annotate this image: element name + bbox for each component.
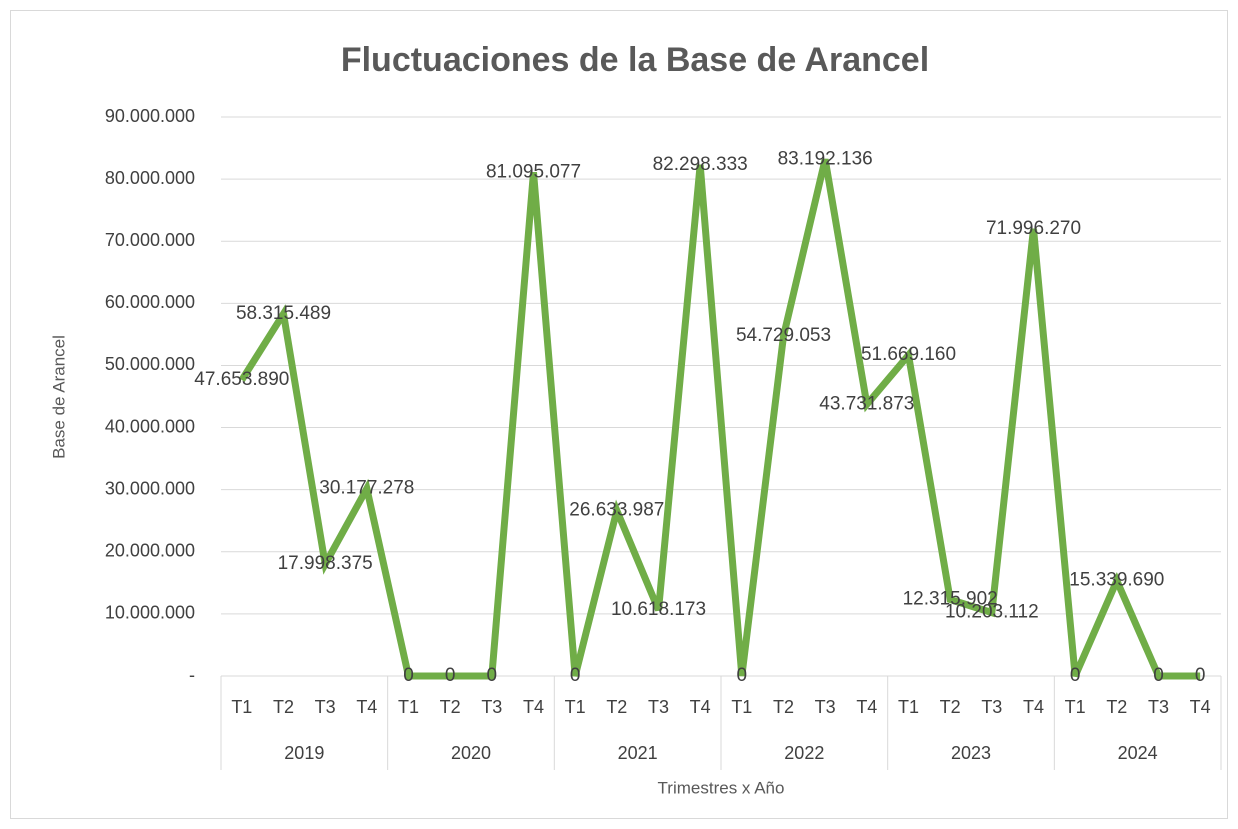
y-tick-label: 20.000.000 bbox=[105, 541, 195, 561]
x-tick-label: T3 bbox=[315, 697, 336, 717]
x-tick-label: T4 bbox=[356, 697, 377, 717]
x-tick-label: T2 bbox=[940, 697, 961, 717]
y-tick-label: 90.000.000 bbox=[105, 106, 195, 126]
data-label: 83.192.136 bbox=[778, 148, 873, 169]
x-tick-label: T4 bbox=[523, 697, 544, 717]
y-tick-label: 30.000.000 bbox=[105, 478, 195, 498]
data-line bbox=[238, 158, 1201, 680]
data-label: 58.315.489 bbox=[236, 303, 331, 324]
x-tick-label: T2 bbox=[440, 697, 461, 717]
x-tick-label: T3 bbox=[481, 697, 502, 717]
data-label: 54.729.053 bbox=[736, 325, 831, 346]
data-label: 47.653.890 bbox=[194, 369, 289, 390]
x-tick-label: T1 bbox=[898, 697, 919, 717]
data-label: 10.618.173 bbox=[611, 599, 706, 620]
chart-title: Fluctuaciones de la Base de Arancel bbox=[341, 41, 929, 79]
group-label: 2021 bbox=[618, 743, 658, 763]
data-label: 10.203.112 bbox=[945, 602, 1039, 623]
group-label: 2023 bbox=[951, 743, 991, 763]
y-tick-label: 60.000.000 bbox=[105, 292, 195, 312]
group-label: 2019 bbox=[284, 743, 324, 763]
x-axis-title: Trimestres x Año bbox=[658, 778, 785, 797]
x-tick-label: T1 bbox=[231, 697, 252, 717]
y-tick-label: 40.000.000 bbox=[105, 416, 195, 436]
data-label: 51.669.160 bbox=[861, 344, 956, 365]
data-label: 0 bbox=[445, 665, 456, 686]
x-tick-label: T4 bbox=[690, 697, 711, 717]
data-label: 43.731.873 bbox=[819, 393, 914, 414]
data-label: 30.177.278 bbox=[319, 478, 414, 499]
chart-frame bbox=[10, 10, 1228, 819]
data-label: 71.996.270 bbox=[986, 218, 1081, 239]
data-label: 26.633.987 bbox=[569, 500, 664, 521]
data-label: 0 bbox=[403, 665, 414, 686]
x-tick-label: T3 bbox=[1148, 697, 1169, 717]
x-tick-label: T4 bbox=[1023, 697, 1044, 717]
x-tick-label: T3 bbox=[815, 697, 836, 717]
data-label: 0 bbox=[570, 665, 581, 686]
y-tick-label: 80.000.000 bbox=[105, 168, 195, 188]
x-tick-label: T2 bbox=[1106, 697, 1127, 717]
y-axis-title: Base de Arancel bbox=[49, 335, 68, 459]
x-tick-label: T1 bbox=[731, 697, 752, 717]
x-tick-label: T2 bbox=[773, 697, 794, 717]
data-label: 17.998.375 bbox=[278, 553, 373, 574]
x-tick-label: T2 bbox=[606, 697, 627, 717]
data-label: 82.298.333 bbox=[653, 154, 748, 175]
data-label: 12.315.902 bbox=[903, 589, 998, 610]
y-tick-label: - bbox=[189, 665, 195, 685]
x-tick-label: T2 bbox=[273, 697, 294, 717]
y-tick-label: 50.000.000 bbox=[105, 354, 195, 374]
x-tick-label: T1 bbox=[398, 697, 419, 717]
group-label: 2024 bbox=[1118, 743, 1158, 763]
y-tick-label: 70.000.000 bbox=[105, 230, 195, 250]
x-tick-label: T3 bbox=[981, 697, 1002, 717]
data-label: 15.339.690 bbox=[1069, 570, 1164, 591]
x-tick-label: T3 bbox=[648, 697, 669, 717]
group-label: 2020 bbox=[451, 743, 491, 763]
group-label: 2022 bbox=[784, 743, 824, 763]
x-tick-label: T4 bbox=[1190, 697, 1211, 717]
data-label: 0 bbox=[737, 665, 748, 686]
x-tick-label: T4 bbox=[856, 697, 877, 717]
x-tick-label: T1 bbox=[565, 697, 586, 717]
data-label: 0 bbox=[1153, 665, 1164, 686]
y-tick-label: 10.000.000 bbox=[105, 603, 195, 623]
data-label: 81.095.077 bbox=[486, 161, 581, 182]
x-tick-label: T1 bbox=[1065, 697, 1086, 717]
data-label: 0 bbox=[1195, 665, 1206, 686]
data-label: 0 bbox=[487, 665, 498, 686]
data-label: 0 bbox=[1070, 665, 1081, 686]
